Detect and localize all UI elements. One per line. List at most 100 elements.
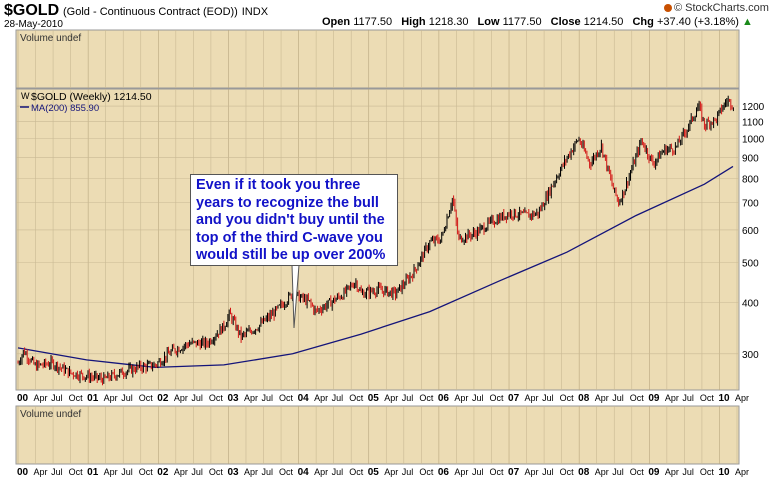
- x-tick-label: Oct: [139, 393, 154, 403]
- x-tick-label: Apr: [595, 393, 609, 403]
- x-axis-top: 00 Apr Jul Oct 01 Apr Jul Oct 02 Apr Jul Oct 03 Apr Ju…: [17, 393, 749, 404]
- symbol: $GOLD: [4, 2, 60, 19]
- open-label: Open: [322, 16, 351, 28]
- high-label: High: [401, 16, 426, 28]
- x-tick-label: 07: [508, 393, 520, 404]
- x-tick-label: Apr: [244, 393, 258, 403]
- x-tick-label: 09: [648, 467, 660, 478]
- x-tick-label: Oct: [209, 467, 224, 477]
- volume-top-grid: [17, 30, 738, 88]
- y-tick-label: 1200: [742, 102, 765, 113]
- x-tick-label: Jul: [472, 467, 484, 477]
- x-tick-label: Jul: [612, 467, 624, 477]
- x-tick-label: 07: [508, 467, 520, 478]
- x-tick-label: 09: [648, 393, 660, 404]
- low-value: 1177.50: [502, 16, 542, 28]
- x-tick-label: Jul: [542, 393, 554, 403]
- x-tick-label: 04: [298, 393, 310, 404]
- x-tick-label: Jul: [51, 393, 63, 403]
- legend-ma: MA(200) 855.90: [31, 103, 99, 114]
- exchange-label: INDX: [241, 6, 269, 18]
- volume-panel-top: [15, 29, 740, 89]
- x-tick-label: Apr: [454, 467, 468, 477]
- x-tick-label: Oct: [69, 393, 84, 403]
- x-tick-label: Apr: [665, 393, 679, 403]
- x-tick-label: Oct: [139, 467, 154, 477]
- volume-panel-bottom: [15, 405, 740, 465]
- x-tick-label: Oct: [419, 393, 434, 403]
- x-tick-label: 04: [298, 467, 310, 478]
- x-tick-label: 08: [578, 467, 590, 478]
- annotation-line: years to recognize the bull: [196, 194, 379, 211]
- x-tick-label: 01: [87, 467, 99, 478]
- x-tick-label: Apr: [314, 393, 328, 403]
- close-value: 1214.50: [583, 16, 624, 28]
- x-tick-label: Jul: [121, 393, 133, 403]
- x-tick-label: Oct: [700, 393, 715, 403]
- x-tick-label: Jul: [402, 393, 414, 403]
- x-tick-label: Jul: [262, 393, 274, 403]
- annotation-callout: Even if it took you three years to recog…: [190, 174, 398, 266]
- y-tick-label: 1100: [742, 118, 764, 129]
- x-tick-label: Oct: [349, 467, 364, 477]
- x-tick-label: Apr: [525, 393, 539, 403]
- x-tick-label: 01: [87, 393, 99, 404]
- x-tick-label: 03: [227, 467, 239, 478]
- y-tick-label: 500: [742, 259, 759, 270]
- annotation-line: and you didn't buy until the: [196, 212, 385, 228]
- x-tick-label: 02: [157, 393, 169, 404]
- x-tick-label: Apr: [384, 467, 398, 477]
- x-tick-label: Jul: [682, 467, 694, 477]
- legend-price: $GOLD (Weekly) 1214.50: [31, 91, 152, 103]
- y-tick-label: 800: [742, 175, 759, 186]
- x-tick-label: Jul: [191, 467, 203, 477]
- x-tick-label: Apr: [525, 467, 539, 477]
- volume-bottom-label: Volume undef: [20, 409, 81, 420]
- x-axis-bottom: 00 Apr Jul Oct 01 Apr Jul Oct 02 Apr Jul Oct 03 Apr Ju…: [17, 467, 749, 478]
- volume-bottom-grid: [17, 406, 738, 464]
- y-tick-label: 600: [742, 226, 759, 237]
- x-tick-label: Jul: [402, 467, 414, 477]
- logo-icon: [664, 4, 672, 13]
- x-tick-label: Jul: [612, 393, 624, 403]
- x-tick-label: Apr: [174, 467, 188, 477]
- x-tick-label: Apr: [384, 393, 398, 403]
- x-tick-label: Apr: [34, 467, 48, 477]
- x-tick-label: 05: [368, 393, 380, 404]
- x-tick-label: Oct: [630, 393, 645, 403]
- x-tick-label: Jul: [262, 467, 274, 477]
- x-tick-label: Jul: [191, 393, 203, 403]
- x-tick-label: 00: [17, 393, 29, 404]
- x-tick-label: Oct: [349, 393, 364, 403]
- y-tick-label: 300: [742, 350, 759, 361]
- close-label: Close: [550, 16, 581, 28]
- x-tick-label: Apr: [735, 467, 749, 477]
- chart-title: $GOLD (Gold - Continuous Contract (EOD))…: [4, 2, 268, 20]
- x-tick-label: 00: [17, 467, 29, 478]
- stockcharts-logo[interactable]: © StockCharts.com: [664, 2, 769, 14]
- x-tick-label: Apr: [314, 467, 328, 477]
- low-label: Low: [477, 16, 500, 28]
- x-tick-label: Jul: [332, 393, 344, 403]
- x-tick-label: Oct: [69, 467, 84, 477]
- x-tick-label: Oct: [560, 393, 575, 403]
- x-tick-label: Oct: [209, 393, 224, 403]
- y-tick-label: 900: [742, 153, 759, 164]
- x-tick-label: Jul: [121, 467, 133, 477]
- x-tick-label: Oct: [279, 467, 294, 477]
- x-tick-label: 03: [227, 393, 239, 404]
- x-tick-label: Jul: [682, 393, 694, 403]
- x-tick-label: 10: [718, 467, 730, 478]
- up-arrow-icon: ▲: [741, 16, 753, 28]
- price-series: [17, 95, 734, 386]
- x-tick-label: Oct: [489, 393, 504, 403]
- x-tick-label: 10: [718, 393, 730, 404]
- x-tick-label: 06: [438, 467, 450, 478]
- x-tick-label: 06: [438, 393, 450, 404]
- x-tick-label: Oct: [700, 467, 715, 477]
- high-value: 1218.30: [428, 16, 469, 28]
- y-axis: 300 400 500 600 700 800 900 1000 1100 1200: [742, 102, 765, 361]
- x-tick-label: 05: [368, 467, 380, 478]
- x-tick-label: Apr: [735, 393, 749, 403]
- open-value: 1177.50: [353, 16, 393, 28]
